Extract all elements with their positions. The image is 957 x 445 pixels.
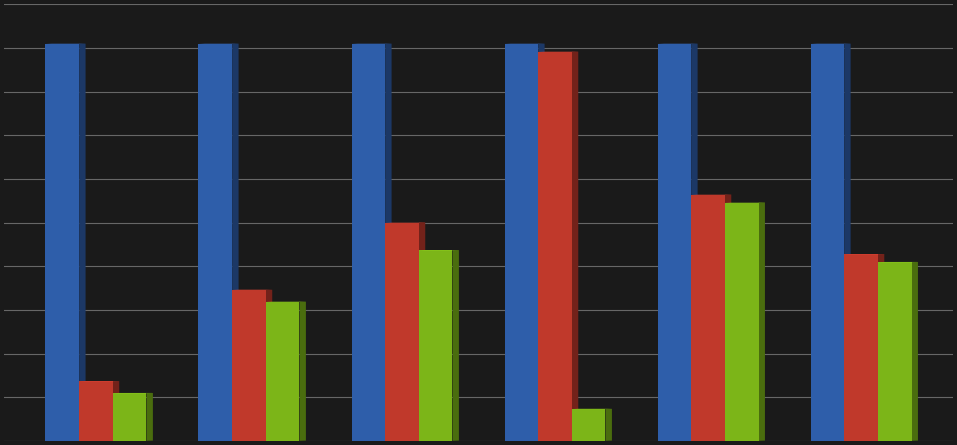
Polygon shape [113, 381, 120, 441]
Bar [419, 250, 453, 441]
Polygon shape [266, 290, 272, 441]
Bar [46, 44, 79, 441]
Polygon shape [385, 44, 391, 441]
Polygon shape [146, 393, 153, 441]
Bar [691, 195, 724, 441]
Bar [657, 44, 691, 441]
Bar [113, 393, 146, 441]
Bar [79, 381, 113, 441]
Polygon shape [724, 194, 731, 441]
Polygon shape [572, 52, 578, 441]
Bar [724, 202, 759, 441]
Polygon shape [300, 302, 306, 441]
Bar [811, 44, 844, 441]
Polygon shape [691, 44, 698, 441]
Polygon shape [538, 44, 545, 441]
Polygon shape [79, 44, 85, 441]
Polygon shape [911, 262, 918, 441]
Bar [572, 409, 606, 441]
Polygon shape [878, 254, 884, 441]
Polygon shape [759, 202, 765, 441]
Bar [198, 44, 233, 441]
Bar [538, 52, 572, 441]
Bar [385, 222, 419, 441]
Polygon shape [606, 409, 612, 441]
Bar [504, 44, 538, 441]
Bar [351, 44, 385, 441]
Bar [844, 254, 878, 441]
Polygon shape [233, 44, 238, 441]
Bar [878, 262, 911, 441]
Polygon shape [419, 222, 425, 441]
Polygon shape [453, 250, 459, 441]
Bar [266, 302, 300, 441]
Polygon shape [844, 44, 851, 441]
Bar [233, 290, 266, 441]
